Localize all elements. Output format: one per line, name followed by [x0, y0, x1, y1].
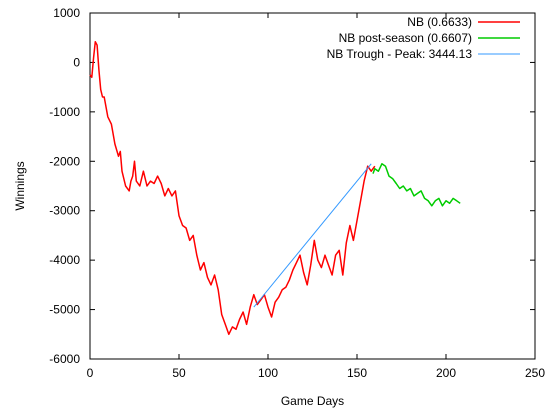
- y-tick-label: 0: [73, 55, 80, 69]
- series-line: [253, 163, 372, 308]
- legend: NB (0.6633) NB post-season (0.6607) NB Tro…: [327, 15, 520, 61]
- y-tick-label: -4000: [49, 253, 80, 267]
- y-tick-label: -6000: [49, 352, 80, 366]
- x-tick-label: 200: [436, 366, 456, 380]
- series-lines: [89, 40, 461, 336]
- x-tick-label: 50: [172, 366, 186, 380]
- y-tick-label: -5000: [49, 303, 80, 317]
- legend-label: NB (0.6633): [407, 15, 472, 29]
- series-line: [89, 40, 376, 336]
- plot-frame: [89, 12, 536, 360]
- y-tick-label: -1000: [49, 105, 80, 119]
- y-tick-label: -3000: [49, 204, 80, 218]
- x-tick-label: 0: [87, 366, 94, 380]
- x-tick-label: 150: [347, 366, 367, 380]
- x-axis-label: Game Days: [281, 394, 344, 408]
- legend-label: NB post-season (0.6607): [339, 31, 472, 45]
- series-line: [372, 163, 461, 207]
- y-axis-label: Winnings: [13, 161, 27, 210]
- y-tick-label: -2000: [49, 154, 80, 168]
- axis-ticks: 0 50 100 150 200 250 1000 0 -1000 -2000 -3000 -4000…: [49, 6, 545, 380]
- x-tick-label: 250: [525, 366, 545, 380]
- y-tick-label: 1000: [53, 6, 80, 20]
- legend-label: NB Trough - Peak: 3444.13: [327, 47, 473, 61]
- x-tick-label: 100: [258, 366, 278, 380]
